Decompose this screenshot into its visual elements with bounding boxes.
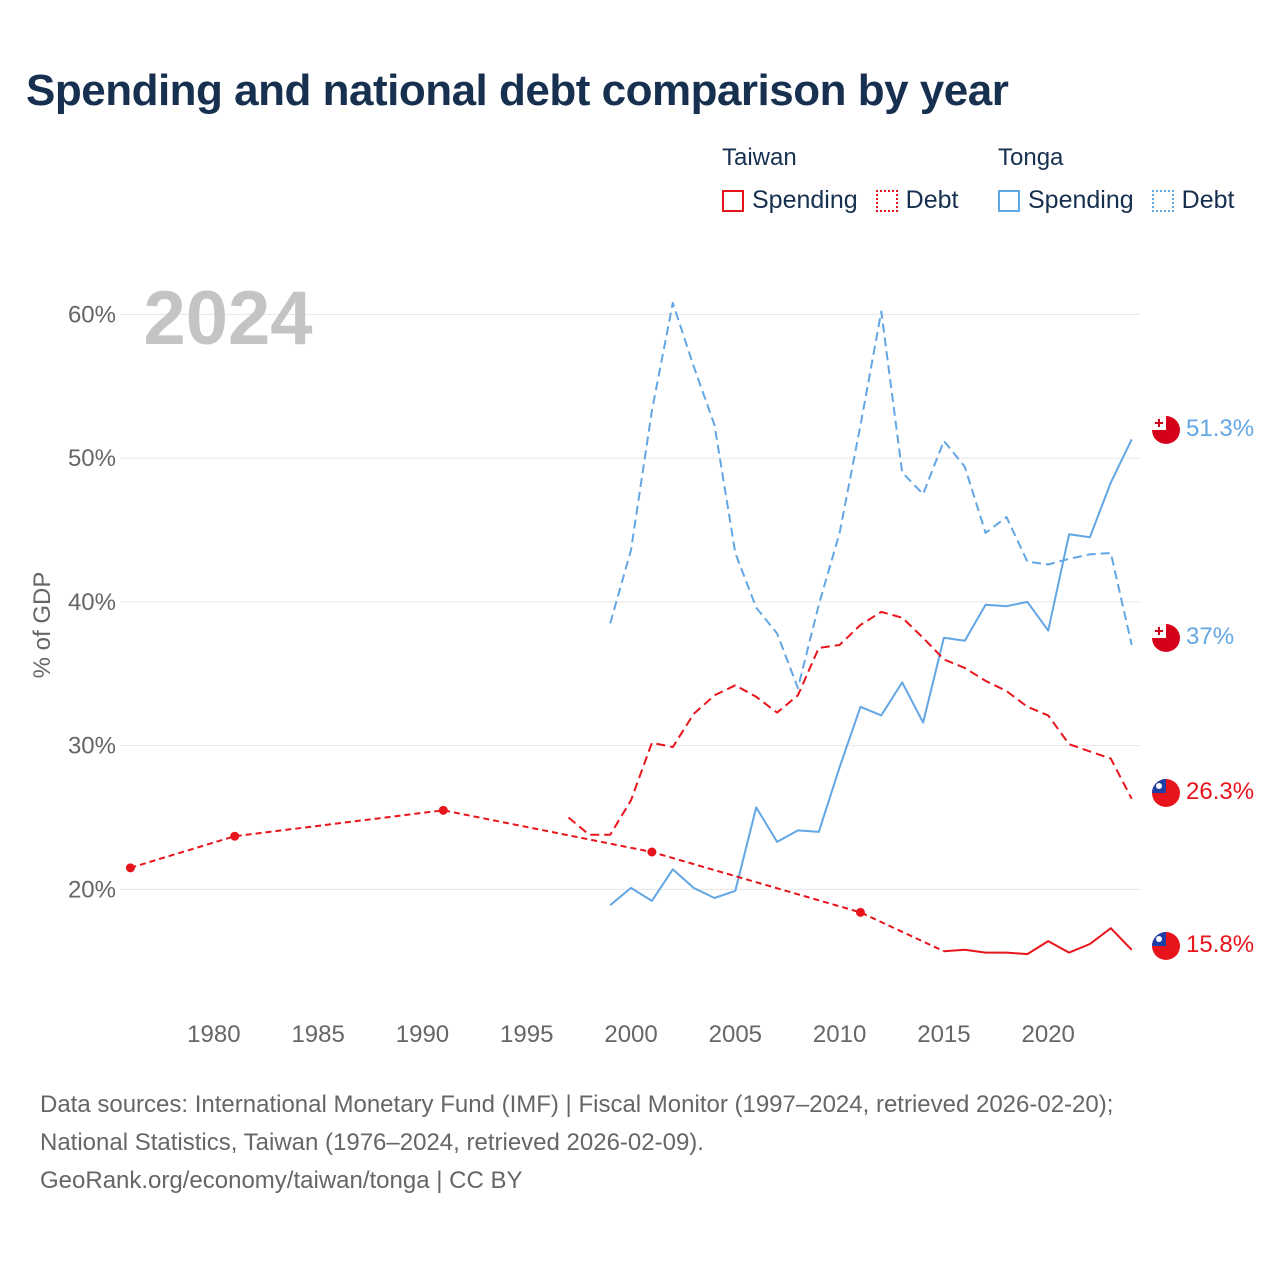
series-tonga-spending xyxy=(609,438,1133,906)
x-tick-label: 1990 xyxy=(396,1021,449,1048)
end-label-taiwan-debt: 26.3% xyxy=(1186,778,1254,805)
legend-swatch-solid-icon xyxy=(722,189,744,212)
year-watermark: 2024 xyxy=(143,276,312,361)
chart-title: Spending and national debt comparison by… xyxy=(26,66,1009,115)
x-tick-label: 1995 xyxy=(500,1021,553,1048)
end-label-tonga-debt: 37% xyxy=(1186,623,1234,650)
x-tick-label: 1980 xyxy=(187,1021,240,1048)
legend-group-taiwan: Taiwan Spending Debt xyxy=(722,144,958,215)
line-chart: 2024 % of GDP 20% 30% 40% 50% 60% 1980 1985 199… xyxy=(29,276,1254,1048)
legend-group-tonga: Tonga Spending Debt xyxy=(998,144,1234,215)
legend-label: Debt xyxy=(1181,186,1235,214)
legend-item-tonga-spending[interactable]: Spending xyxy=(998,186,1134,215)
x-tick-label: 2005 xyxy=(709,1021,762,1048)
data-point-marker xyxy=(230,831,240,841)
legend-label: Spending xyxy=(1028,186,1134,214)
y-tick-label: 30% xyxy=(68,733,116,760)
footer-line: Data sources: International Monetary Fun… xyxy=(40,1091,1114,1118)
data-point-marker xyxy=(855,907,865,917)
y-tick-label: 50% xyxy=(68,445,116,472)
x-tick-label: 2020 xyxy=(1022,1021,1075,1048)
legend-item-tonga-debt[interactable]: Debt xyxy=(1151,186,1235,215)
y-tick-label: 20% xyxy=(68,876,116,903)
legend-item-taiwan-spending[interactable]: Spending xyxy=(722,186,858,215)
legend-item-taiwan-debt[interactable]: Debt xyxy=(875,186,959,215)
tonga-flag-icon xyxy=(1152,416,1180,444)
footer-sources: Data sources: International Monetary Fun… xyxy=(40,1086,1113,1200)
legend-country-tonga: Tonga xyxy=(998,144,1064,171)
y-tick-label: 60% xyxy=(68,301,116,328)
x-tick-label: 2010 xyxy=(813,1021,866,1048)
data-point-marker xyxy=(438,805,448,815)
x-tick-label: 2015 xyxy=(917,1021,970,1048)
legend-country-taiwan: Taiwan xyxy=(722,144,797,171)
legend-swatch-dotted-icon xyxy=(1151,189,1174,212)
y-tick-label: 40% xyxy=(68,589,116,616)
series-taiwan-debt xyxy=(567,610,1133,836)
y-axis-label: % of GDP xyxy=(29,572,56,679)
taiwan-flag-icon xyxy=(1152,932,1180,960)
x-tick-label: 1985 xyxy=(291,1021,344,1048)
data-point-marker xyxy=(125,863,135,873)
series-taiwan-spending-solid xyxy=(943,927,1133,956)
legend-label: Debt xyxy=(905,186,959,214)
end-label-tonga-spending: 51.3% xyxy=(1186,415,1254,442)
x-tick-label: 2000 xyxy=(604,1021,657,1048)
footer-line: National Statistics, Taiwan (1976–2024, … xyxy=(40,1129,704,1156)
legend-swatch-dotted-icon xyxy=(875,189,898,212)
tonga-flag-icon xyxy=(1152,624,1180,652)
series-taiwan-spending-dashed xyxy=(130,809,945,953)
series-tonga-debt xyxy=(609,301,1133,690)
legend-swatch-solid-icon xyxy=(998,189,1020,212)
legend-label: Spending xyxy=(752,186,858,214)
end-label-taiwan-spending: 15.8% xyxy=(1186,931,1254,958)
footer-line: GeoRank.org/economy/taiwan/tonga | CC BY xyxy=(40,1167,523,1194)
taiwan-flag-icon xyxy=(1152,779,1180,807)
data-point-marker xyxy=(647,847,657,857)
